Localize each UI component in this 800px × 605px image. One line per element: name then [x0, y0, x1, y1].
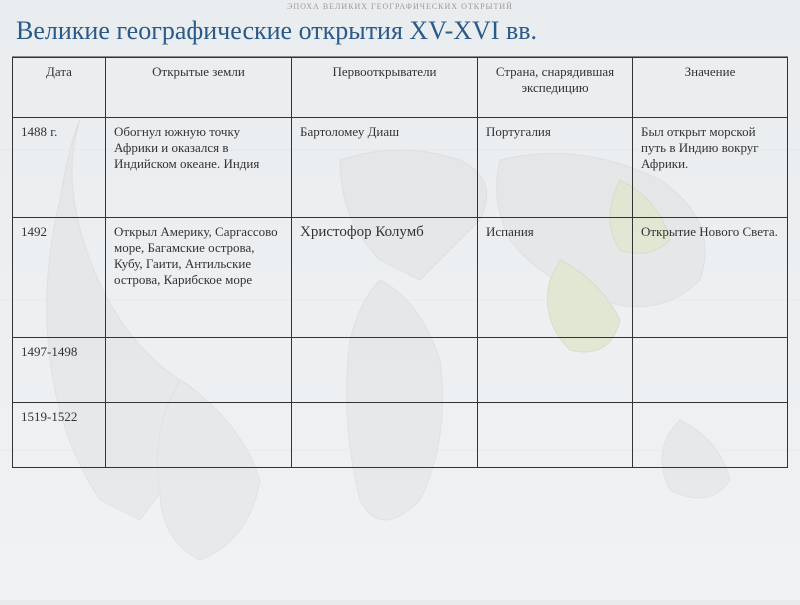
header-lands: Открытые земли — [106, 58, 292, 118]
cell-lands — [106, 338, 292, 403]
cell-country: Испания — [478, 218, 633, 338]
cell-lands: Открыл Америку, Саргассово море, Багамск… — [106, 218, 292, 338]
cell-discoverer: Бартоломеу Диаш — [292, 118, 478, 218]
header-date: Дата — [13, 58, 106, 118]
cell-date: 1519-1522 — [13, 403, 106, 468]
cell-meaning: Был открыт морской путь в Индию вокруг А… — [633, 118, 788, 218]
cell-discoverer — [292, 338, 478, 403]
discoveries-table: Дата Открытые земли Первооткрыватели Стр… — [12, 57, 788, 468]
cell-date: 1497-1498 — [13, 338, 106, 403]
header-discoverer: Первооткрыватели — [292, 58, 478, 118]
cell-meaning: Открытие Нового Света. — [633, 218, 788, 338]
header-country: Страна, снарядившая экспедицию — [478, 58, 633, 118]
page-title: Великие географические открытия XV-XVI в… — [12, 8, 788, 57]
cell-meaning — [633, 338, 788, 403]
cell-country — [478, 403, 633, 468]
cell-meaning — [633, 403, 788, 468]
header-meaning: Значение — [633, 58, 788, 118]
cell-discoverer — [292, 403, 478, 468]
table-header-row: Дата Открытые земли Первооткрыватели Стр… — [13, 58, 788, 118]
cell-date: 1488 г. — [13, 118, 106, 218]
table-row: 1492 Открыл Америку, Саргассово море, Ба… — [13, 218, 788, 338]
table-row: 1519-1522 — [13, 403, 788, 468]
cell-country: Португалия — [478, 118, 633, 218]
slide-content: Великие географические открытия XV-XVI в… — [0, 0, 800, 476]
table-row: 1497-1498 — [13, 338, 788, 403]
cell-country — [478, 338, 633, 403]
cell-lands — [106, 403, 292, 468]
cell-discoverer: Христофор Колумб — [292, 218, 478, 338]
cell-date: 1492 — [13, 218, 106, 338]
table-row: 1488 г. Обогнул южную точку Африки и ока… — [13, 118, 788, 218]
cell-lands: Обогнул южную точку Африки и оказался в … — [106, 118, 292, 218]
